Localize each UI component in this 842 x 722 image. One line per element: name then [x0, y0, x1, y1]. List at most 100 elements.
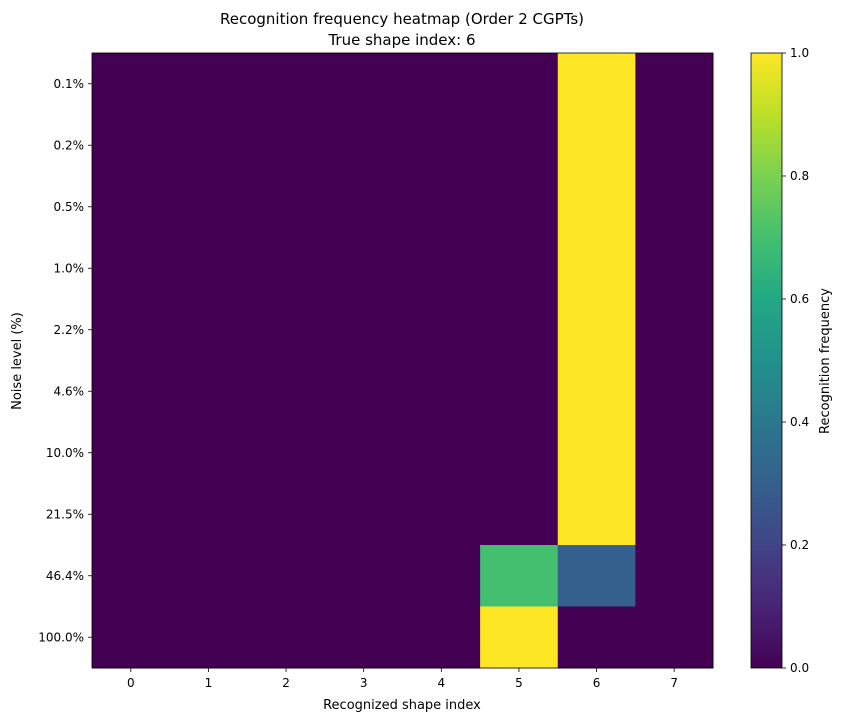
heatmap-cell	[480, 114, 559, 177]
heatmap-cell	[247, 606, 326, 669]
heatmap-cell	[247, 545, 326, 607]
heatmap-cell	[324, 53, 403, 115]
x-tick-label: 6	[593, 676, 601, 690]
heatmap-cell	[480, 53, 559, 115]
y-tick-label: 0.1%	[54, 77, 85, 91]
heatmap-cell	[247, 422, 326, 484]
y-tick-label: 0.5%	[54, 200, 85, 214]
x-axis-ticks: 0 1 2 3 4 5 6 7	[127, 668, 678, 690]
y-axis-ticks: 0.1% 0.2% 0.5% 1.0% 2.2% 4.6% 10.0% 21.5% 46.4% 1…	[38, 77, 92, 644]
heatmap-cell	[635, 422, 714, 484]
heatmap-cell	[169, 53, 248, 115]
heatmap-cell	[480, 299, 559, 361]
heatmap-cell	[635, 606, 714, 669]
heatmap-cell	[92, 606, 171, 669]
heatmap-cell	[480, 360, 559, 423]
x-tick-label: 1	[205, 676, 213, 690]
x-tick-label: 2	[282, 676, 290, 690]
heatmap-cell	[247, 114, 326, 177]
heatmap-cell	[247, 53, 326, 115]
heatmap-cell	[635, 545, 714, 607]
x-tick-label: 0	[127, 676, 135, 690]
heatmap-cell	[169, 237, 248, 300]
colorbar-tick-label: 0.6	[790, 292, 809, 306]
heatmap-cell	[247, 360, 326, 423]
heatmap-cell	[557, 53, 636, 115]
y-tick-label: 4.6%	[54, 384, 85, 398]
x-tick-label: 7	[670, 676, 678, 690]
heatmap-cell	[557, 299, 636, 361]
heatmap-cell	[247, 299, 326, 361]
heatmap-cell	[402, 422, 481, 484]
heatmap-cell	[247, 483, 326, 546]
heatmap-cell	[324, 606, 403, 669]
heatmap-cell	[169, 483, 248, 546]
heatmap-cell	[557, 606, 636, 669]
heatmap-cell	[402, 606, 481, 669]
heatmap-cell	[169, 176, 248, 238]
heatmap-cell	[480, 422, 559, 484]
heatmap-cell	[92, 53, 171, 115]
colorbar-tick-label: 0.8	[790, 169, 809, 183]
heatmap-cell	[557, 237, 636, 300]
heatmap-cell	[480, 483, 559, 546]
heatmap-cell	[169, 114, 248, 177]
colorbar-tick-label: 1.0	[790, 46, 809, 60]
y-tick-label: 10.0%	[46, 446, 84, 460]
heatmap-cell	[169, 299, 248, 361]
y-tick-label: 0.2%	[54, 138, 85, 152]
heatmap-cell	[92, 299, 171, 361]
heatmap-cell	[402, 114, 481, 177]
chart-title: Recognition frequency heatmap (Order 2 C…	[220, 10, 584, 28]
colorbar-tick-label: 0.2	[790, 538, 809, 552]
heatmap-cell	[324, 176, 403, 238]
heatmap-cell	[480, 545, 559, 607]
heatmap-cell	[557, 176, 636, 238]
heatmap-cell	[480, 237, 559, 300]
heatmap-cell	[557, 483, 636, 546]
colorbar-label: Recognition frequency	[818, 288, 833, 434]
heatmap-cell	[247, 176, 326, 238]
heatmap-cell	[92, 114, 171, 177]
heatmap-cell	[557, 422, 636, 484]
heatmap-cell	[635, 299, 714, 361]
heatmap-cell	[557, 360, 636, 423]
heatmap-cell	[92, 422, 171, 484]
heatmap-cell	[247, 237, 326, 300]
heatmap-cell	[92, 545, 171, 607]
y-tick-label: 2.2%	[54, 323, 85, 337]
heatmap-cell	[324, 422, 403, 484]
heatmap-cell	[402, 483, 481, 546]
heatmap-cell	[635, 237, 714, 300]
heatmap-cell	[92, 237, 171, 300]
y-tick-label: 1.0%	[54, 261, 85, 275]
x-tick-label: 5	[515, 676, 523, 690]
colorbar-tick-label: 0.0	[790, 661, 809, 675]
heatmap-cell	[169, 360, 248, 423]
heatmap-cell	[324, 483, 403, 546]
y-tick-label: 21.5%	[46, 507, 84, 521]
heatmap-cell	[324, 299, 403, 361]
heatmap-cell	[635, 483, 714, 546]
heatmap-cell	[402, 360, 481, 423]
heatmap-cell	[635, 176, 714, 238]
heatmap-cell	[92, 360, 171, 423]
heatmap-cells	[91, 52, 714, 669]
x-tick-label: 3	[360, 676, 368, 690]
heatmap-cell	[402, 299, 481, 361]
heatmap-cell	[480, 176, 559, 238]
heatmap-cell	[324, 114, 403, 177]
heatmap-cell	[635, 53, 714, 115]
heatmap-cell	[402, 545, 481, 607]
heatmap-cell	[635, 360, 714, 423]
heatmap-cell	[169, 422, 248, 484]
y-tick-label: 100.0%	[38, 630, 84, 644]
heatmap-cell	[557, 545, 636, 607]
heatmap-cell	[557, 114, 636, 177]
heatmap-cell	[169, 606, 248, 669]
plot-frame	[91, 52, 714, 669]
heatmap-cell	[92, 483, 171, 546]
heatmap-cell	[92, 176, 171, 238]
x-tick-label: 4	[437, 676, 445, 690]
